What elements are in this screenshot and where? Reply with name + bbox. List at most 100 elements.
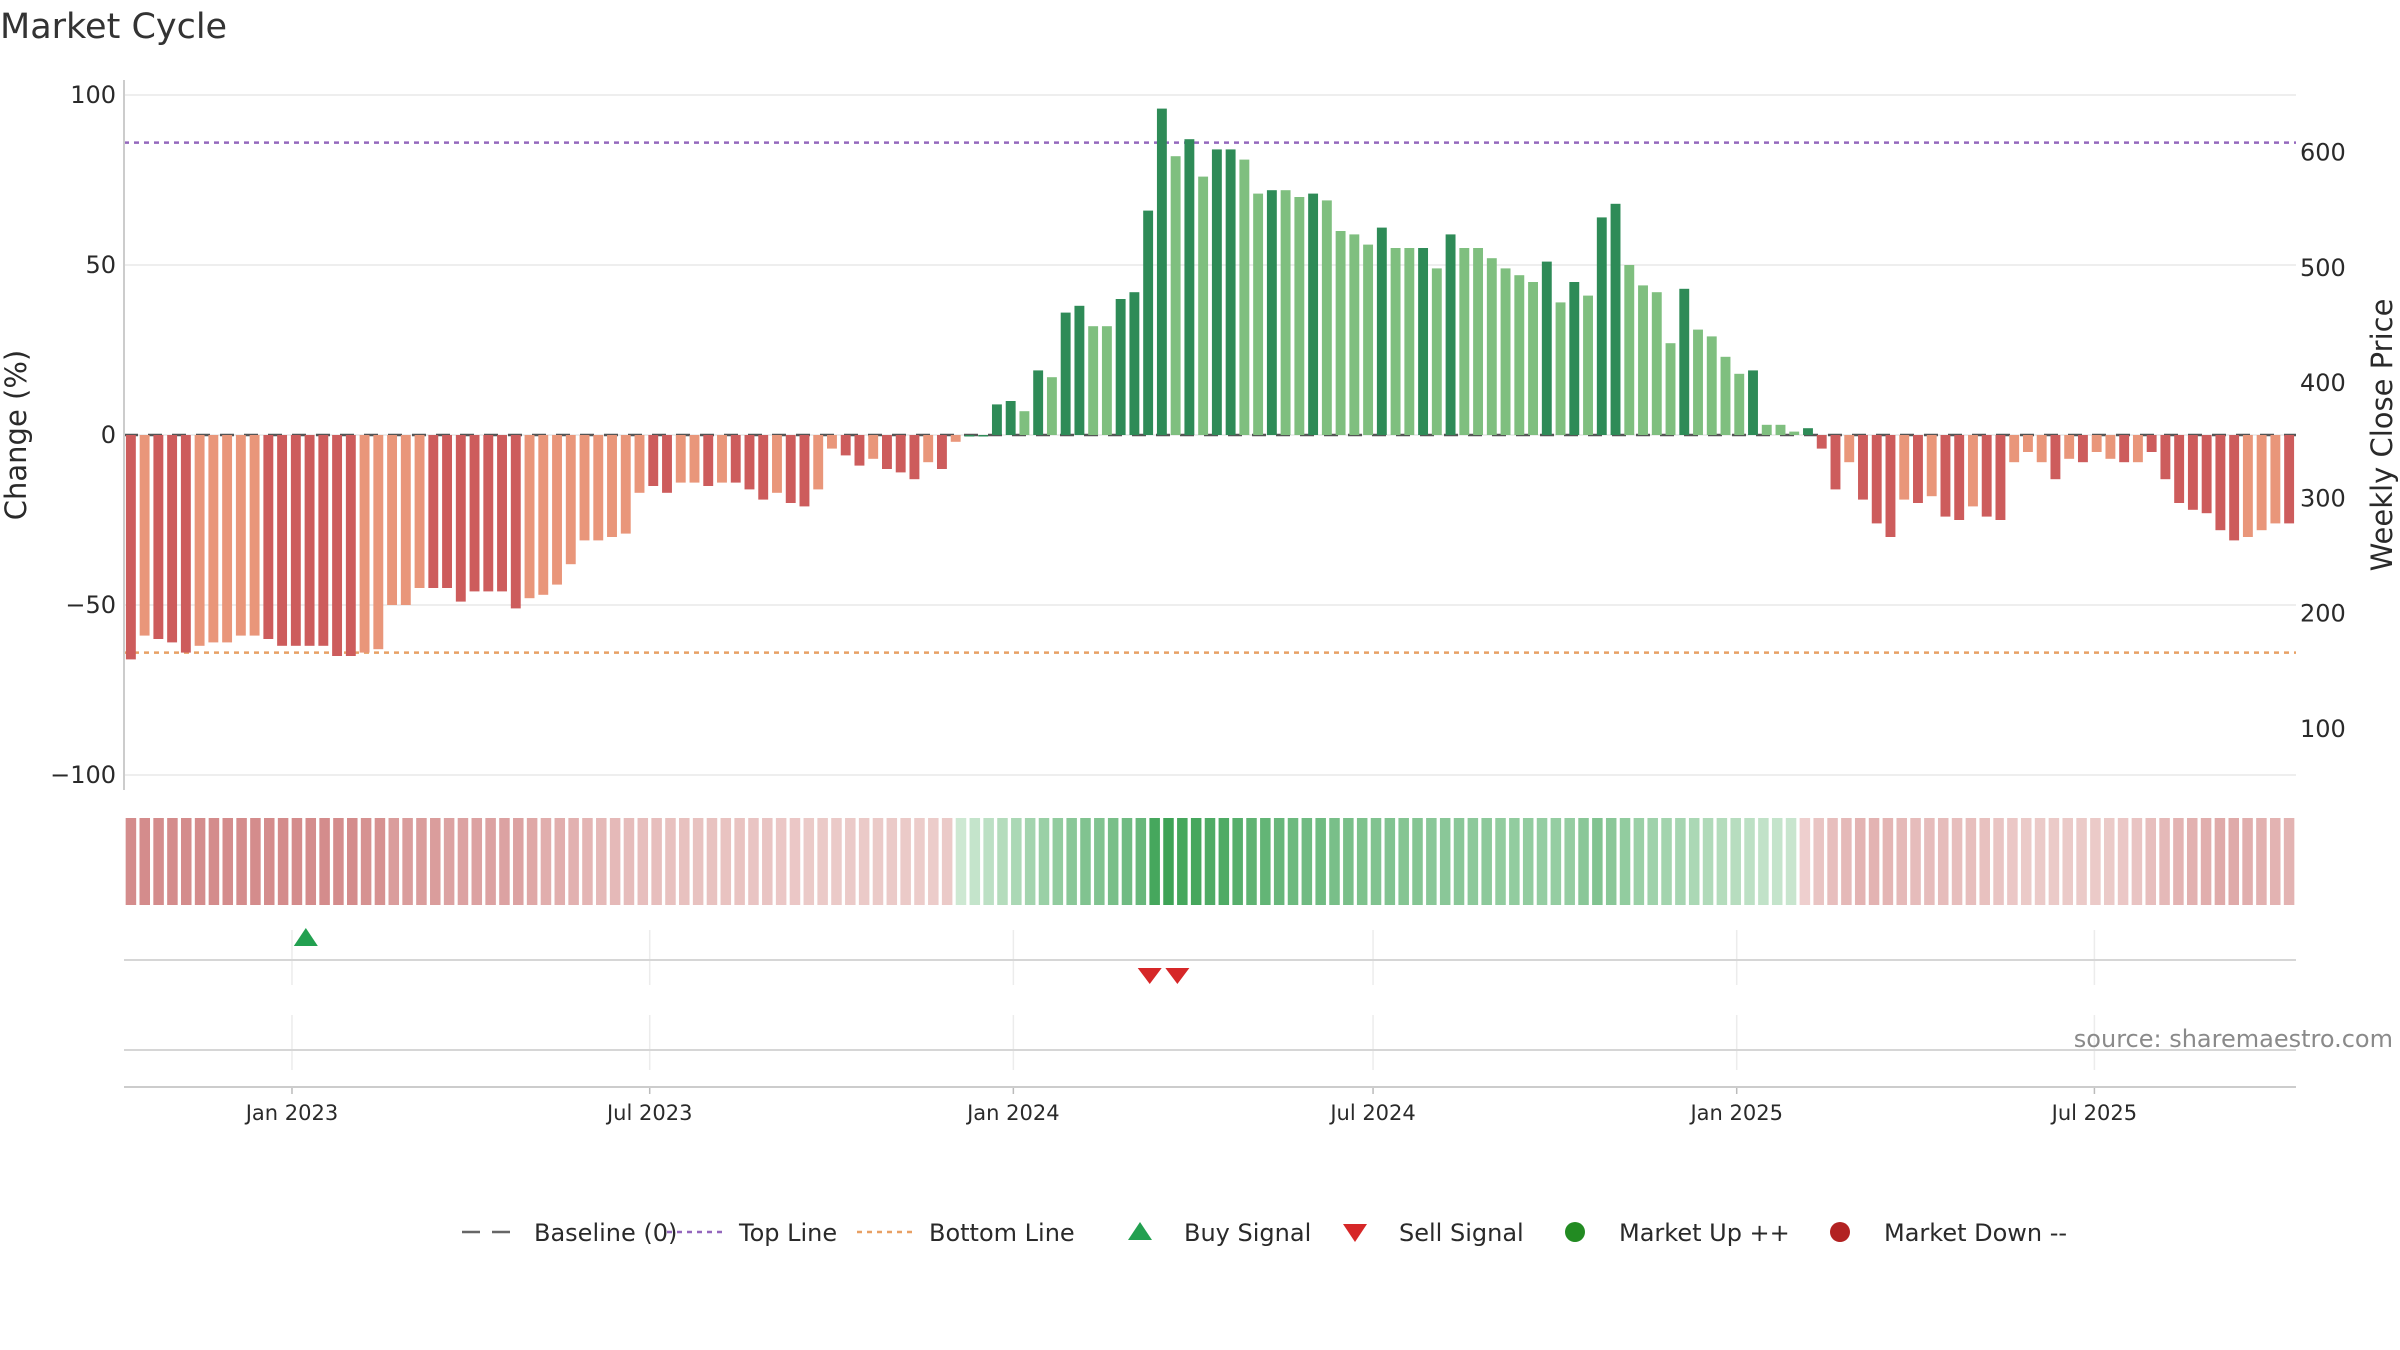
heat-cell — [1882, 818, 1894, 905]
heat-cell — [2048, 818, 2060, 905]
cycle-bar — [772, 435, 782, 493]
cycle-bar — [758, 435, 769, 500]
heat-cell — [1052, 818, 1064, 905]
cycle-bar — [1981, 435, 1992, 517]
cycle-bar — [1129, 292, 1140, 435]
heat-cell — [1619, 818, 1631, 905]
heat-cell — [291, 818, 303, 905]
source-note: source: sharemaestro.com — [2074, 1025, 2393, 1053]
heat-cell — [1965, 818, 1977, 905]
legend-circle-icon — [1830, 1222, 1850, 1242]
cycle-bar — [978, 435, 989, 437]
cycle-bar — [1610, 203, 1621, 435]
cycle-bar — [882, 435, 892, 469]
cycle-bar — [675, 435, 686, 483]
cycle-bar — [153, 435, 164, 639]
heat-cell — [1937, 818, 1949, 905]
heat-cell — [1439, 818, 1451, 905]
heat-cell — [540, 818, 552, 905]
y-tick-label: 100 — [70, 81, 116, 109]
y2-tick-label: 200 — [2300, 600, 2346, 628]
cycle-bar — [1761, 424, 1772, 435]
heat-cell — [1993, 818, 2004, 905]
cycle-bar — [964, 435, 975, 437]
cycle-bar — [1115, 299, 1126, 435]
legend-item: Baseline (0) — [462, 1219, 677, 1247]
x-tick-label: Jul 2025 — [2050, 1101, 2137, 1125]
cycle-bar — [1363, 244, 1374, 435]
heat-cell — [928, 818, 939, 905]
heat-cell — [720, 818, 732, 905]
heat-cell — [153, 818, 164, 905]
cycle-bar — [1871, 435, 1882, 524]
sell-signal-marker — [1165, 968, 1190, 984]
heat-cell — [554, 818, 566, 905]
heat-cell — [1204, 818, 1216, 905]
heat-cell — [443, 818, 455, 905]
heat-cell — [1260, 818, 1271, 905]
signals-panel — [124, 928, 2296, 1051]
cycle-bar — [2256, 435, 2267, 531]
y-tick-label: −50 — [65, 591, 116, 619]
cycle-bar — [332, 435, 343, 656]
heat-cell — [955, 818, 967, 905]
cycle-bar — [2174, 435, 2185, 503]
heat-cell — [914, 818, 925, 905]
cycle-bar — [2132, 435, 2143, 463]
cycle-bar — [1198, 176, 1209, 435]
cycle-bar — [2242, 435, 2253, 537]
y-axis-title: Change (%) — [0, 350, 33, 520]
cycle-bar — [1569, 282, 1580, 435]
cycle-bar — [1431, 268, 1442, 435]
cycle-bar — [510, 435, 521, 609]
y2-tick-label: 300 — [2300, 484, 2346, 512]
heat-cell — [374, 818, 386, 905]
heat-cell — [1135, 818, 1147, 905]
x-tick-label: Jul 2023 — [605, 1101, 692, 1125]
cycle-bar — [139, 435, 150, 636]
heat-cell — [430, 818, 441, 905]
cycle-bar — [607, 435, 617, 537]
heat-cell — [1038, 818, 1050, 905]
heat-cell — [305, 818, 317, 905]
x-tick-label: Jan 2025 — [1688, 1101, 1783, 1125]
cycle-bar — [1156, 108, 1167, 435]
sell-signal-marker — [1137, 968, 1162, 984]
cycle-bar — [1170, 156, 1181, 435]
heat-cell — [609, 818, 621, 905]
heat-cell — [789, 818, 801, 905]
heat-cell — [347, 818, 358, 905]
cycle-bar — [387, 435, 398, 605]
cycle-bar — [1321, 200, 1332, 435]
heat-cell — [1453, 818, 1465, 905]
cycle-bar — [2187, 435, 2198, 510]
heat-cell — [1716, 818, 1728, 905]
cycle-bar — [497, 435, 507, 592]
legend-label: Market Up ++ — [1619, 1219, 1790, 1247]
heat-cell — [1066, 818, 1077, 905]
heat-cell — [1771, 818, 1783, 905]
cycle-bar — [2064, 435, 2075, 459]
heat-cell — [1481, 818, 1492, 905]
cycle-bar — [1266, 190, 1277, 435]
cycle-bar — [1679, 288, 1690, 435]
x-tick-label: Jul 2024 — [1328, 1101, 1415, 1125]
cycle-bar — [1376, 227, 1387, 435]
cycle-bar — [2077, 435, 2088, 463]
heat-cell — [2076, 818, 2087, 905]
cycle-bar — [2160, 435, 2171, 480]
cycle-bar — [799, 435, 810, 507]
x-tick-label: Jan 2023 — [244, 1101, 339, 1125]
heat-cell — [194, 818, 206, 905]
legend-label: Top Line — [738, 1219, 837, 1247]
cycle-bar — [813, 435, 824, 490]
heat-cell — [402, 818, 413, 905]
heat-cell — [1329, 818, 1340, 905]
heat-cell — [167, 818, 178, 905]
cycle-bar — [2201, 435, 2212, 514]
heat-cell — [319, 818, 330, 905]
heat-cell — [1910, 818, 1921, 905]
cycle-bar — [1830, 435, 1841, 490]
heat-cell — [1011, 818, 1022, 905]
